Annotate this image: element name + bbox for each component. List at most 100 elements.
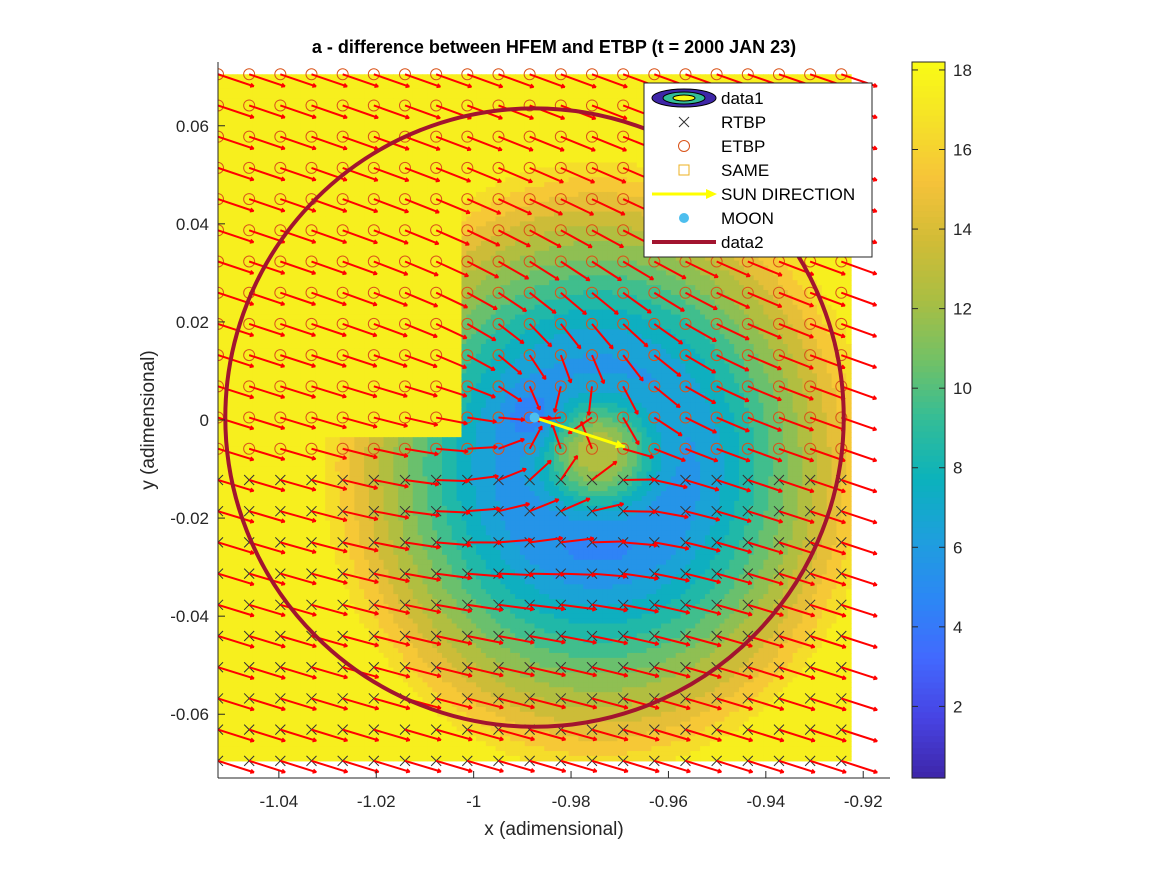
contour-cell <box>393 191 399 198</box>
contour-cell <box>612 157 618 164</box>
contour-cell <box>627 245 633 252</box>
contour-cell <box>588 142 594 149</box>
contour-cell <box>276 123 282 129</box>
contour-cell <box>422 157 428 164</box>
contour-cell <box>558 182 565 188</box>
contour-cell <box>461 216 467 222</box>
contour-cell <box>247 138 253 144</box>
contour-cell <box>519 187 526 193</box>
contour-cell <box>383 255 390 262</box>
contour-cell <box>592 182 599 188</box>
contour-cell <box>266 74 273 80</box>
contour-cell <box>242 245 248 252</box>
contour-cell <box>583 191 589 198</box>
contour-cell <box>291 88 297 95</box>
contour-cell <box>471 250 477 257</box>
contour-cell <box>476 177 482 183</box>
contour-cell <box>330 133 336 139</box>
contour-cell <box>281 182 287 188</box>
contour-cell <box>573 216 579 222</box>
contour-cell <box>748 74 755 80</box>
contour-cell <box>222 138 229 144</box>
contour-cell <box>422 216 428 222</box>
contour-cell <box>417 172 424 178</box>
contour-cell <box>442 236 448 242</box>
contour-cell <box>573 128 579 134</box>
contour-cell <box>325 172 331 178</box>
contour-cell <box>524 138 531 144</box>
contour-cell <box>373 182 380 188</box>
contour-cell <box>339 138 346 144</box>
contour-cell <box>295 182 302 188</box>
contour-cell <box>578 152 584 159</box>
contour-cell <box>495 133 502 139</box>
contour-cell <box>330 231 336 237</box>
contour-cell <box>627 216 633 222</box>
contour-cell <box>636 147 643 154</box>
contour-cell <box>592 93 599 100</box>
contour-cell <box>456 84 463 90</box>
contour-cell <box>330 167 336 173</box>
contour-cell <box>510 84 516 90</box>
contour-cell <box>344 123 351 129</box>
contour-cell <box>515 250 521 257</box>
contour-cell <box>451 103 458 110</box>
contour-cell <box>588 79 594 85</box>
contour-cell <box>446 74 453 80</box>
contour-cell <box>495 182 502 188</box>
contour-cell <box>602 123 609 129</box>
contour-cell <box>378 128 385 134</box>
contour-cell <box>631 157 638 164</box>
contour-cell <box>252 98 258 105</box>
contour-cell <box>558 98 565 105</box>
contour-cell <box>276 74 282 80</box>
contour-cell <box>354 79 360 85</box>
contour-cell <box>778 79 784 85</box>
contour-cell <box>232 113 239 119</box>
contour-cell <box>412 103 419 110</box>
contour-cell <box>563 142 570 149</box>
contour-cell <box>539 84 545 90</box>
contour-cell <box>286 79 292 85</box>
contour-cell <box>295 113 302 119</box>
contour-cell <box>291 167 297 173</box>
contour-cell <box>242 177 248 183</box>
contour-cell <box>349 245 355 252</box>
contour-cell <box>500 177 506 183</box>
contour-cell <box>442 128 448 134</box>
contour-cell <box>339 216 346 222</box>
contour-cell <box>549 226 555 232</box>
contour-cell <box>592 206 599 213</box>
contour-cell <box>549 88 555 95</box>
contour-cell <box>583 250 589 257</box>
contour-cell <box>578 128 584 134</box>
contour-cell <box>432 103 438 110</box>
contour-cell <box>461 84 467 90</box>
contour-cell <box>218 241 224 247</box>
contour-cell <box>631 196 638 203</box>
contour-cell <box>451 79 458 85</box>
contour-cell <box>534 152 540 159</box>
contour-cell <box>437 216 443 222</box>
contour-cell <box>256 118 263 124</box>
contour-cell <box>412 191 419 198</box>
contour-cell <box>393 147 399 154</box>
contour-cell <box>305 108 312 115</box>
contour-cell <box>412 206 419 213</box>
contour-cell <box>354 226 360 232</box>
contour-cell <box>222 98 229 105</box>
contour-cell <box>320 142 326 149</box>
contour-cell <box>286 211 292 218</box>
contour-cell <box>412 167 419 173</box>
contour-cell <box>480 260 487 267</box>
contour-cell <box>256 98 263 105</box>
contour-cell <box>529 142 536 149</box>
contour-cell <box>539 79 545 85</box>
contour-cell <box>427 196 433 203</box>
contour-cell <box>627 93 633 100</box>
contour-cell <box>495 172 502 178</box>
contour-cell <box>588 84 594 90</box>
contour-cell <box>471 191 477 198</box>
contour-cell <box>558 236 565 242</box>
contour-cell <box>558 123 565 129</box>
